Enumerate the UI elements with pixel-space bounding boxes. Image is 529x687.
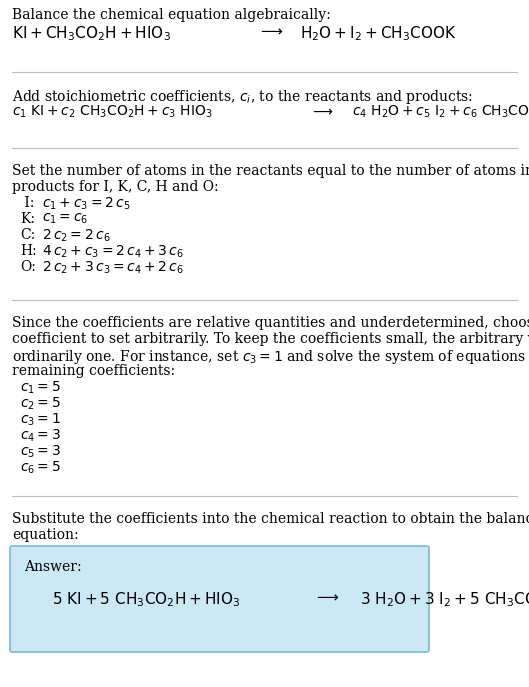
Text: $c_1 = 5$: $c_1 = 5$ [20,380,61,396]
Text: H:: H: [20,244,37,258]
Text: $c_1 + c_3 = 2\,c_5$: $c_1 + c_3 = 2\,c_5$ [42,196,131,212]
FancyBboxPatch shape [10,546,429,652]
Text: $c_3 = 1$: $c_3 = 1$ [20,412,61,429]
Text: $\longrightarrow$: $\longrightarrow$ [314,590,340,604]
Text: $c_4 = 3$: $c_4 = 3$ [20,428,61,444]
Text: coefficient to set arbitrarily. To keep the coefficients small, the arbitrary va: coefficient to set arbitrarily. To keep … [12,332,529,346]
Text: C:: C: [20,228,35,242]
Text: $\mathrm{KI + CH_3CO_2H + HIO_3}$: $\mathrm{KI + CH_3CO_2H + HIO_3}$ [12,24,171,43]
Text: I:: I: [20,196,34,210]
Text: Substitute the coefficients into the chemical reaction to obtain the balanced: Substitute the coefficients into the che… [12,512,529,526]
Text: $c_1\ \mathrm{KI} + c_2\ \mathrm{CH_3CO_2H} + c_3\ \mathrm{HIO_3}$: $c_1\ \mathrm{KI} + c_2\ \mathrm{CH_3CO_… [12,104,213,120]
Text: $c_6 = 5$: $c_6 = 5$ [20,460,61,476]
Text: K:: K: [20,212,35,226]
Text: Set the number of atoms in the reactants equal to the number of atoms in the: Set the number of atoms in the reactants… [12,164,529,178]
Text: $4\,c_2 + c_3 = 2\,c_4 + 3\,c_6$: $4\,c_2 + c_3 = 2\,c_4 + 3\,c_6$ [42,244,184,260]
Text: remaining coefficients:: remaining coefficients: [12,364,175,378]
Text: Since the coefficients are relative quantities and underdetermined, choose a: Since the coefficients are relative quan… [12,316,529,330]
Text: Add stoichiometric coefficients, $c_i$, to the reactants and products:: Add stoichiometric coefficients, $c_i$, … [12,88,473,106]
Text: equation:: equation: [12,528,79,542]
Text: Balance the chemical equation algebraically:: Balance the chemical equation algebraica… [12,8,331,22]
Text: $\longrightarrow$: $\longrightarrow$ [258,24,284,38]
Text: $c_5 = 3$: $c_5 = 3$ [20,444,61,460]
Text: $2\,c_2 = 2\,c_6$: $2\,c_2 = 2\,c_6$ [42,228,111,245]
Text: ordinarily one. For instance, set $c_3 = 1$ and solve the system of equations fo: ordinarily one. For instance, set $c_3 =… [12,348,529,366]
Text: products for I, K, C, H and O:: products for I, K, C, H and O: [12,180,218,194]
Text: $c_2 = 5$: $c_2 = 5$ [20,396,61,412]
Text: $2\,c_2 + 3\,c_3 = c_4 + 2\,c_6$: $2\,c_2 + 3\,c_3 = c_4 + 2\,c_6$ [42,260,184,276]
Text: $c_1 = c_6$: $c_1 = c_6$ [42,212,88,227]
Text: $\mathrm{H_2O + I_2 + CH_3COOK}$: $\mathrm{H_2O + I_2 + CH_3COOK}$ [300,24,457,43]
Text: $\longrightarrow$: $\longrightarrow$ [310,104,334,118]
Text: O:: O: [20,260,36,274]
Text: $c_4\ \mathrm{H_2O} + c_5\ \mathrm{I_2} + c_6\ \mathrm{CH_3COOK}$: $c_4\ \mathrm{H_2O} + c_5\ \mathrm{I_2} … [352,104,529,120]
Text: $5\ \mathrm{KI} + 5\ \mathrm{CH_3CO_2H} + \mathrm{HIO_3}$: $5\ \mathrm{KI} + 5\ \mathrm{CH_3CO_2H} … [52,590,240,609]
Text: Answer:: Answer: [24,560,81,574]
Text: $3\ \mathrm{H_2O} + 3\ \mathrm{I_2} + 5\ \mathrm{CH_3COOK}$: $3\ \mathrm{H_2O} + 3\ \mathrm{I_2} + 5\… [360,590,529,609]
